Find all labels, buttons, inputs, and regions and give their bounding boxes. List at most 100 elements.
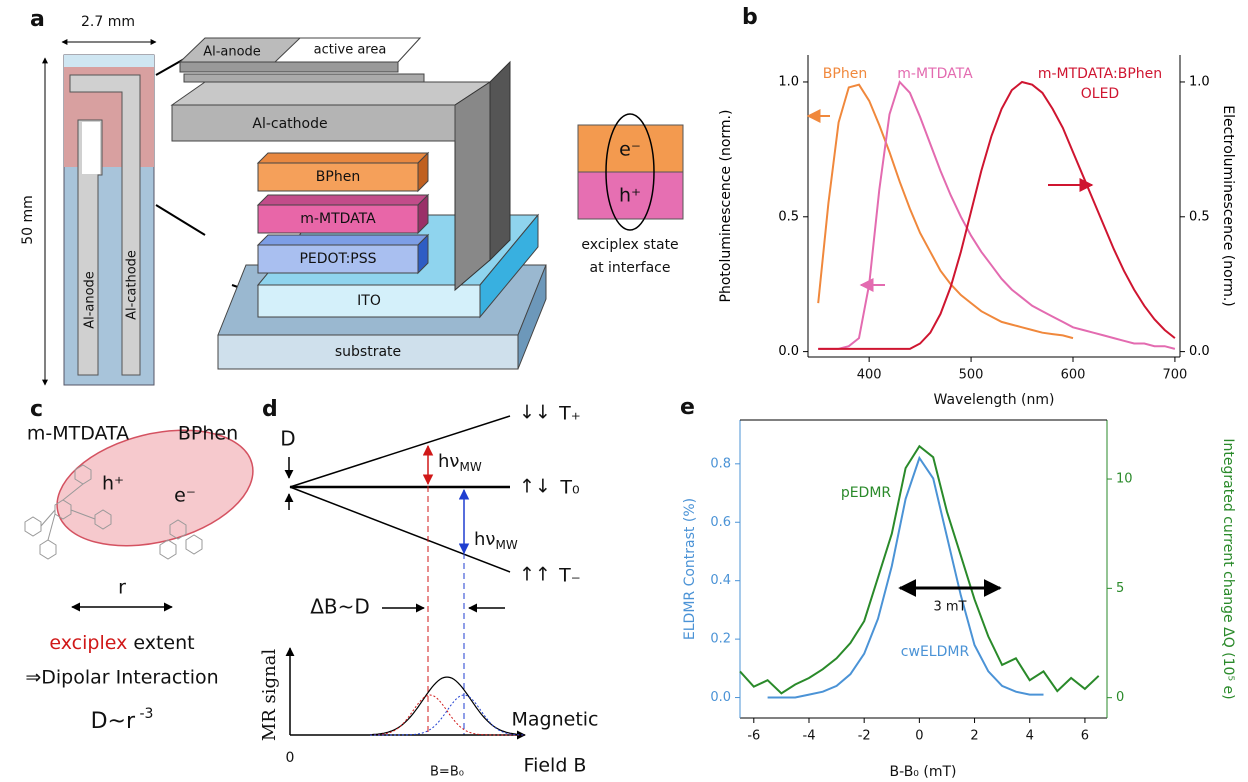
photon: hν [474, 529, 495, 550]
y-tick-label: 0.4 [710, 573, 731, 588]
x-tick-label: -6 [747, 729, 760, 744]
relation: D~r [91, 709, 136, 734]
electron-label: e⁻ [174, 485, 196, 507]
x-tick-label: -4 [803, 729, 816, 744]
lineshape-red [370, 695, 524, 735]
panel-c: c m-MTDATA BPhen h⁺ e⁻ r exciplex extent… [25, 397, 265, 734]
x-tick-label: 2 [970, 729, 978, 744]
photon-label: hνMW [474, 529, 518, 552]
panel-d: d D ↓↓ T₊ ↑↓ T₀ ↑↑ T₋ hνMW hνMW ΔB~D MR … [259, 397, 599, 780]
width-label: ΔB~D [310, 595, 370, 619]
x-tick-label: 600 [1061, 368, 1086, 383]
series-label: BPhen [823, 66, 867, 82]
spin-label: ↓↓ [519, 402, 551, 424]
bphen-top [258, 153, 428, 163]
molecule-label: BPhen [178, 423, 238, 445]
x-tick-label: 500 [959, 368, 984, 383]
device-label: Al-cathode [125, 250, 140, 320]
y2-tick-label: 5 [1116, 581, 1124, 596]
axis-label: Magnetic [511, 709, 598, 731]
cathode-top [172, 82, 490, 105]
series-label: cwELDMR [901, 644, 970, 660]
y-axis-label: ELDMR Contrast (%) [682, 498, 698, 640]
panel-label: b [742, 5, 758, 30]
interaction-label: ⇒Dipolar Interaction [25, 667, 218, 689]
panel-label: c [30, 397, 43, 422]
resonance-label: B=B₀ [430, 765, 464, 780]
extent-label: exciplex extent [49, 632, 194, 654]
y-tick-label: 0.5 [778, 209, 799, 224]
extent-highlight: exciplex [49, 632, 127, 654]
lineshape [370, 677, 524, 735]
zoom-line [156, 205, 205, 235]
cathode-column-side [490, 62, 510, 260]
panel-label: a [30, 7, 45, 32]
axis-label: MR signal [259, 649, 280, 742]
figure: a 2.7 mm 50 mm Al-anode Al-cathode Al-an… [0, 0, 1248, 782]
panel-label: d [262, 397, 278, 422]
x-tick-label: 4 [1026, 729, 1034, 744]
y2-tick-label: 0.0 [1189, 344, 1210, 359]
x-tick-label: 700 [1162, 368, 1187, 383]
x-axis-label: Wavelength (nm) [934, 392, 1055, 408]
zfs-label: D [280, 427, 295, 451]
y-tick-label: 0.6 [710, 515, 731, 530]
x-tick-label: -2 [858, 729, 871, 744]
electron-label: e⁻ [619, 139, 641, 161]
anode-front [180, 62, 398, 72]
anode-base [184, 74, 424, 82]
photon: hν [438, 451, 459, 472]
layer-label: BPhen [316, 169, 360, 185]
cathode-label: Al-cathode [252, 116, 327, 132]
level-label: T₀ [559, 477, 579, 499]
device-window [82, 122, 100, 174]
y-tick-label: 0.0 [778, 344, 799, 359]
photon-label: hνMW [438, 451, 482, 474]
molecule-label: m-MTDATA [27, 423, 129, 445]
annotation: 3 mT [933, 600, 966, 615]
axis-label: Field B [524, 755, 587, 777]
y2-axis-label: Electroluminescence (norm.) [1220, 105, 1236, 307]
device-top [64, 55, 154, 67]
pedot-top [258, 235, 428, 245]
mtdata-top [258, 195, 428, 205]
hole-label: h⁺ [619, 185, 641, 207]
cathode-column-front [455, 82, 490, 290]
y-axis-label: Photoluminescence (norm.) [718, 110, 734, 303]
y-tick-label: 1.0 [778, 74, 799, 89]
y-tick-label: 0.2 [710, 632, 731, 647]
layer-label: substrate [335, 344, 401, 360]
dimension-label: 2.7 mm [81, 14, 135, 30]
active-area-label: active area [314, 43, 387, 58]
level-label: T₊ [558, 403, 581, 425]
level-label: T₋ [558, 565, 581, 587]
photon-sub: MW [495, 538, 517, 552]
y2-tick-label: 10 [1116, 472, 1133, 487]
level-t-plus [290, 416, 510, 487]
y2-tick-label: 0 [1116, 690, 1124, 705]
layer-label: m-MTDATA [300, 211, 376, 227]
caption: at interface [590, 260, 671, 276]
series-line [768, 458, 1044, 698]
x-tick-label: 0 [915, 729, 923, 744]
relation-label: D~r -3 [91, 706, 154, 734]
x-axis-label: B-B₀ (mT) [890, 764, 957, 780]
layer-label: ITO [357, 293, 381, 309]
device-label: Al-anode [83, 271, 98, 329]
distance-label: r [118, 577, 126, 599]
photon-sub: MW [459, 460, 481, 474]
hole-label: h⁺ [102, 473, 124, 495]
relation-exponent: -3 [135, 706, 153, 722]
lineshape-total [370, 677, 524, 735]
lineshape-blue [370, 695, 524, 735]
spin-label: ↑↑ [519, 564, 551, 586]
page: {"figure": { "panel_a": {"label": "a", "… [0, 0, 1248, 782]
caption: exciplex state [581, 237, 678, 253]
y2-tick-label: 0.5 [1189, 209, 1210, 224]
x-tick-label: 6 [1081, 729, 1089, 744]
